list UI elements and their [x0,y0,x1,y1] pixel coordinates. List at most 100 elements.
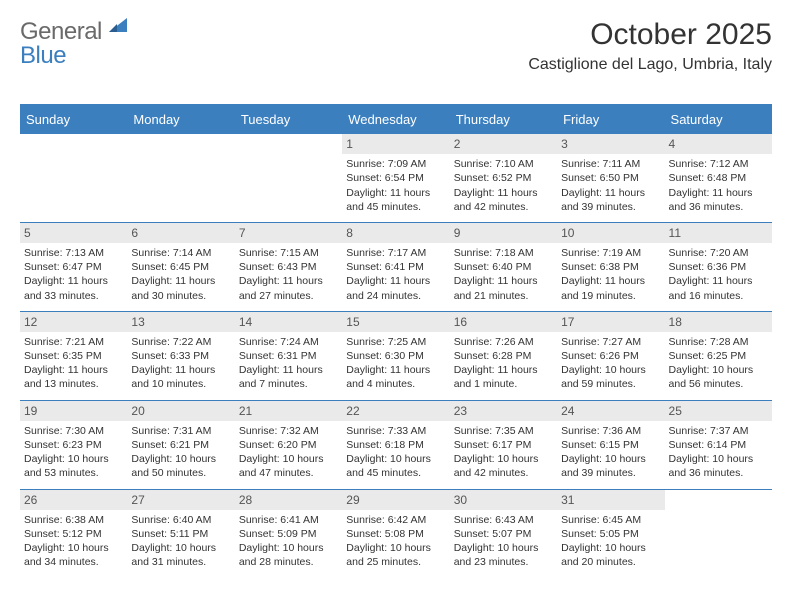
calendar-cell: 1 Sunrise: 7:09 AMSunset: 6:54 PMDaylight… [342,134,449,223]
sunrise-text: Sunrise: 7:11 AM [561,157,660,171]
day-number: 19 [20,401,127,421]
sunset-text: Sunset: 6:54 PM [346,171,445,185]
calendar-cell: 11Sunrise: 7:20 AMSunset: 6:36 PMDayligh… [665,222,772,311]
day-number: 6 [127,223,234,243]
daylight-text: Daylight: 11 hours and 16 minutes. [669,274,768,302]
day-header-row: Sunday Monday Tuesday Wednesday Thursday… [20,105,772,134]
sunrise-text: Sunrise: 6:38 AM [24,513,123,527]
calendar-cell [20,134,127,223]
calendar-cell: 28Sunrise: 6:41 AMSunset: 5:09 PMDayligh… [235,489,342,577]
day-number: 17 [557,312,664,332]
sunrise-text: Sunrise: 6:42 AM [346,513,445,527]
sunset-text: Sunset: 6:47 PM [24,260,123,274]
sunset-text: Sunset: 5:09 PM [239,527,338,541]
calendar-week-row: 12Sunrise: 7:21 AMSunset: 6:35 PMDayligh… [20,311,772,400]
sunset-text: Sunset: 6:33 PM [131,349,230,363]
day-number: 18 [665,312,772,332]
day-header: Monday [127,105,234,134]
day-header: Sunday [20,105,127,134]
daylight-text: Daylight: 10 hours and 56 minutes. [669,363,768,391]
sunset-text: Sunset: 6:52 PM [454,171,553,185]
day-header: Tuesday [235,105,342,134]
daylight-text: Daylight: 11 hours and 13 minutes. [24,363,123,391]
daylight-text: Daylight: 10 hours and 47 minutes. [239,452,338,480]
calendar-cell: 3Sunrise: 7:11 AMSunset: 6:50 PMDaylight… [557,134,664,223]
day-number: 7 [235,223,342,243]
sunrise-text: Sunrise: 7:31 AM [131,424,230,438]
sunrise-text: Sunrise: 7:12 AM [669,157,768,171]
day-header: Wednesday [342,105,449,134]
daylight-text: Daylight: 10 hours and 23 minutes. [454,541,553,569]
calendar-cell: 18 Sunrise: 7:28 AMSunset: 6:25 PMDayligh… [665,311,772,400]
day-number: 20 [127,401,234,421]
sunset-text: Sunset: 6:48 PM [669,171,768,185]
day-number: 27 [127,490,234,510]
sunset-text: Sunset: 6:45 PM [131,260,230,274]
sunrise-text: Sunrise: 7:28 AM [669,335,768,349]
day-header: Saturday [665,105,772,134]
daylight-text: Daylight: 10 hours and 39 minutes. [561,452,660,480]
sunset-text: Sunset: 6:50 PM [561,171,660,185]
calendar-cell: 12Sunrise: 7:21 AMSunset: 6:35 PMDayligh… [20,311,127,400]
location-subtitle: Castiglione del Lago, Umbria, Italy [528,56,772,74]
calendar-cell: 24Sunrise: 7:36 AMSunset: 6:15 PMDayligh… [557,400,664,489]
sunset-text: Sunset: 6:41 PM [346,260,445,274]
calendar-week-row: 5Sunrise: 7:13 AMSunset: 6:47 PMDaylight… [20,222,772,311]
sunrise-text: Sunrise: 7:24 AM [239,335,338,349]
calendar-cell: 17Sunrise: 7:27 AMSunset: 6:26 PMDayligh… [557,311,664,400]
sunset-text: Sunset: 6:40 PM [454,260,553,274]
daylight-text: Daylight: 11 hours and 4 minutes. [346,363,445,391]
sunrise-text: Sunrise: 7:17 AM [346,246,445,260]
daylight-text: Daylight: 10 hours and 28 minutes. [239,541,338,569]
day-number: 2 [450,134,557,154]
calendar-cell [127,134,234,223]
daylight-text: Daylight: 10 hours and 36 minutes. [669,452,768,480]
sunset-text: Sunset: 6:15 PM [561,438,660,452]
day-number: 25 [665,401,772,421]
day-number: 21 [235,401,342,421]
sunrise-text: Sunrise: 7:09 AM [346,157,445,171]
day-number: 3 [557,134,664,154]
calendar-cell: 10Sunrise: 7:19 AMSunset: 6:38 PMDayligh… [557,222,664,311]
day-number: 23 [450,401,557,421]
day-number: 4 [665,134,772,154]
calendar-cell: 14Sunrise: 7:24 AMSunset: 6:31 PMDayligh… [235,311,342,400]
day-number: 9 [450,223,557,243]
sunrise-text: Sunrise: 7:14 AM [131,246,230,260]
day-number: 31 [557,490,664,510]
sunset-text: Sunset: 5:11 PM [131,527,230,541]
calendar-cell: 21Sunrise: 7:32 AMSunset: 6:20 PMDayligh… [235,400,342,489]
calendar-cell: 26Sunrise: 6:38 AMSunset: 5:12 PMDayligh… [20,489,127,577]
calendar-cell: 8Sunrise: 7:17 AMSunset: 6:41 PMDaylight… [342,222,449,311]
day-number: 1 [342,134,449,154]
sunrise-text: Sunrise: 7:32 AM [239,424,338,438]
sunset-text: Sunset: 6:25 PM [669,349,768,363]
calendar-cell: 2Sunrise: 7:10 AMSunset: 6:52 PMDaylight… [450,134,557,223]
sunrise-text: Sunrise: 7:35 AM [454,424,553,438]
daylight-text: Daylight: 10 hours and 53 minutes. [24,452,123,480]
sunrise-text: Sunrise: 7:22 AM [131,335,230,349]
daylight-text: Daylight: 11 hours and 10 minutes. [131,363,230,391]
sunrise-text: Sunrise: 6:41 AM [239,513,338,527]
sunset-text: Sunset: 6:31 PM [239,349,338,363]
daylight-text: Daylight: 11 hours and 45 minutes. [346,186,445,214]
calendar-cell: 19Sunrise: 7:30 AMSunset: 6:23 PMDayligh… [20,400,127,489]
daylight-text: Daylight: 10 hours and 25 minutes. [346,541,445,569]
daylight-text: Daylight: 11 hours and 21 minutes. [454,274,553,302]
daylight-text: Daylight: 11 hours and 19 minutes. [561,274,660,302]
calendar-cell: 30Sunrise: 6:43 AMSunset: 5:07 PMDayligh… [450,489,557,577]
daylight-text: Daylight: 11 hours and 24 minutes. [346,274,445,302]
day-number: 13 [127,312,234,332]
daylight-text: Daylight: 10 hours and 42 minutes. [454,452,553,480]
sunrise-text: Sunrise: 7:20 AM [669,246,768,260]
sunrise-text: Sunrise: 6:45 AM [561,513,660,527]
sunset-text: Sunset: 5:12 PM [24,527,123,541]
day-number: 29 [342,490,449,510]
sunrise-text: Sunrise: 7:13 AM [24,246,123,260]
sunset-text: Sunset: 6:17 PM [454,438,553,452]
sunrise-text: Sunrise: 6:43 AM [454,513,553,527]
day-number: 26 [20,490,127,510]
sunrise-text: Sunrise: 7:18 AM [454,246,553,260]
sunrise-text: Sunrise: 7:10 AM [454,157,553,171]
day-header: Friday [557,105,664,134]
